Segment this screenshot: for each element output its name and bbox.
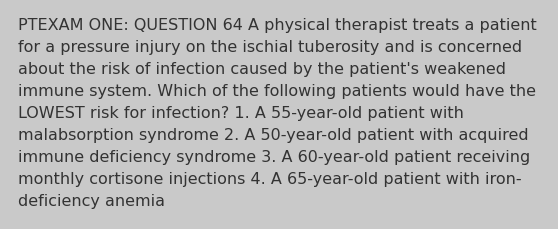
Text: malabsorption syndrome 2. A 50-year-old patient with acquired: malabsorption syndrome 2. A 50-year-old …: [18, 128, 528, 142]
Text: PTEXAM ONE: QUESTION 64 A physical therapist treats a patient: PTEXAM ONE: QUESTION 64 A physical thera…: [18, 18, 537, 33]
Text: deficiency anemia: deficiency anemia: [18, 193, 165, 208]
Text: monthly cortisone injections 4. A 65-year-old patient with iron-: monthly cortisone injections 4. A 65-yea…: [18, 171, 522, 186]
Text: immune deficiency syndrome 3. A 60-year-old patient receiving: immune deficiency syndrome 3. A 60-year-…: [18, 149, 530, 164]
Text: about the risk of infection caused by the patient's weakened: about the risk of infection caused by th…: [18, 62, 506, 77]
Text: immune system. Which of the following patients would have the: immune system. Which of the following pa…: [18, 84, 536, 98]
Text: for a pressure injury on the ischial tuberosity and is concerned: for a pressure injury on the ischial tub…: [18, 40, 522, 55]
Text: LOWEST risk for infection? 1. A 55-year-old patient with: LOWEST risk for infection? 1. A 55-year-…: [18, 106, 464, 120]
